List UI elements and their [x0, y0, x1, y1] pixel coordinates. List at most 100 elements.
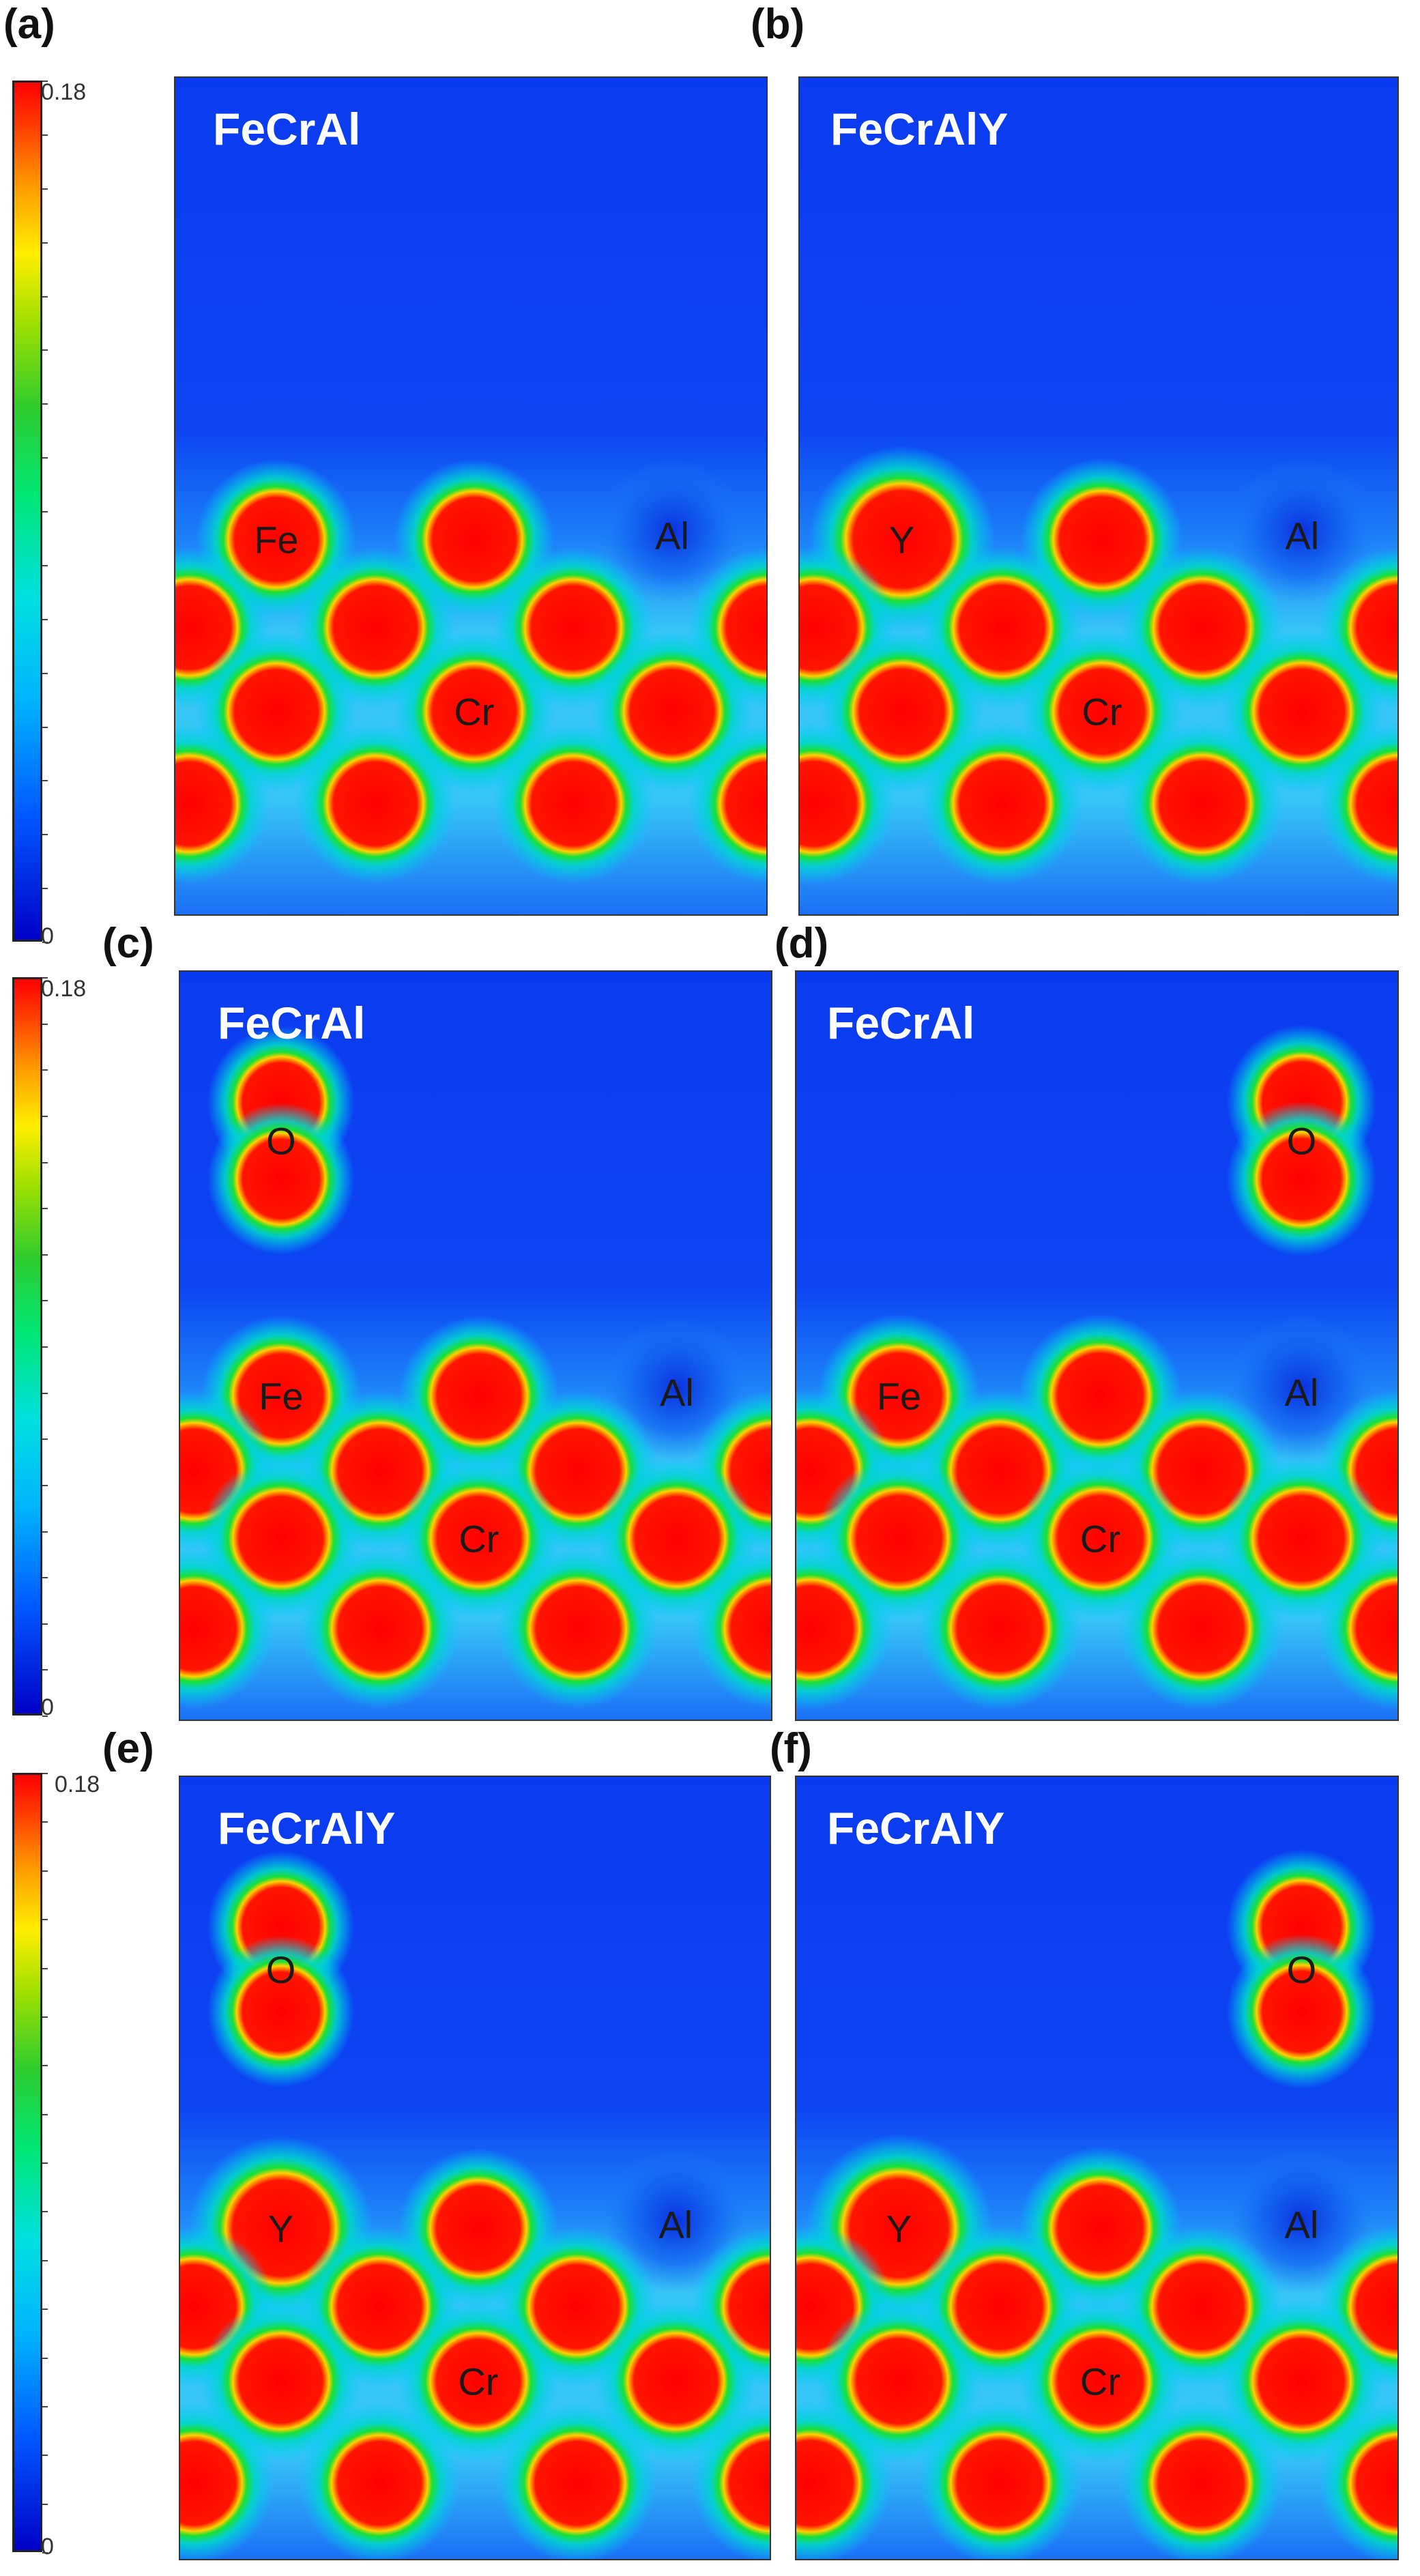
atom-density [596, 2301, 756, 2461]
atom-label: Al [1285, 1371, 1319, 1414]
atom-density [1318, 723, 1397, 885]
colorbar-tick [42, 1870, 48, 1872]
atom-label: Al [1285, 2203, 1319, 2246]
colorbar-tick [42, 2503, 48, 2505]
atom-density [921, 723, 1084, 885]
colorbar-3-min: 0 [41, 2534, 54, 2560]
atom-density [295, 723, 456, 884]
panel-label-d: (d) [774, 920, 829, 967]
colorbar-tick [42, 1438, 48, 1441]
colorbar-tick [42, 1392, 48, 1394]
atom-density [175, 723, 270, 884]
atom-oxygen-lobe [1226, 1934, 1377, 2089]
atom-density [918, 1547, 1082, 1710]
colorbar-tick [42, 1484, 48, 1486]
colorbar-tick [42, 1577, 48, 1579]
atom-label: Al [660, 1371, 694, 1414]
atom-label: Cr [1080, 1518, 1120, 1561]
panel-label-b: (b) [751, 1, 805, 48]
panel-label-a: (a) [3, 1, 55, 48]
density-map-b: Y Al Cr FeCrAlY [800, 78, 1397, 914]
colorbar-tick [42, 2357, 48, 2359]
atom-label: O [266, 1120, 296, 1163]
atom-label: Cr [1080, 2360, 1120, 2403]
colorbar-tick [42, 672, 48, 674]
atom-al-depletion [1229, 458, 1376, 605]
panel-label-f: (f) [770, 1725, 812, 1772]
colorbar-tick [42, 2065, 48, 2067]
atom-label: Fe [259, 1375, 303, 1418]
colorbar-tick [42, 564, 48, 566]
panel-f: O Y Al Cr FeCrAlY [795, 1776, 1399, 2560]
atom-oxygen-lobe [207, 1935, 355, 2088]
atom-density [691, 2403, 770, 2559]
colorbar-tick [42, 2309, 48, 2311]
density-map-c: O Fe Al Cr FeCrAl [180, 972, 771, 1720]
colorbar-tick [42, 1346, 48, 1348]
colorbar-tick [42, 1919, 48, 1921]
atom-label: O [1287, 1120, 1317, 1163]
colorbar-tick [42, 1531, 48, 1533]
colorbar-tick [42, 1069, 48, 1071]
panel-label-e: (e) [102, 1725, 154, 1772]
colorbar-tick [42, 134, 48, 136]
colorbar-tick [42, 2211, 48, 2213]
atom-oxygen-lobe [207, 1103, 355, 1256]
colorbar-1-min: 0 [41, 923, 54, 949]
colorbar-tick [42, 2016, 48, 2018]
panel-c: O Fe Al Cr FeCrAl [179, 970, 772, 1721]
panel-title: FeCrAl [827, 998, 974, 1048]
atom-density [796, 1547, 893, 1710]
colorbar-tick [42, 1115, 48, 1117]
colorbar-tick [42, 2259, 48, 2261]
atom-density [180, 1548, 274, 1709]
panel-label-c: (c) [102, 920, 154, 967]
colorbar-tick [42, 1821, 48, 1823]
colorbar-tick [42, 242, 48, 244]
panel-title: FeCrAl [213, 104, 360, 154]
atom-density [1120, 723, 1284, 885]
atom-label: Cr [458, 2360, 498, 2403]
atom-label: Cr [459, 1518, 499, 1561]
density-map-d: O Fe Al Cr FeCrAl [796, 972, 1397, 1720]
atom-label: Y [889, 519, 914, 562]
panel-b: Y Al Cr FeCrAlY [798, 76, 1399, 916]
colorbar-tick [42, 780, 48, 782]
colorbar-tick [42, 1773, 48, 1774]
colorbar-tick [42, 2405, 48, 2407]
colorbar-tick [42, 1300, 48, 1302]
atom-label: Cr [454, 691, 494, 734]
atom-label: O [1287, 1948, 1317, 1991]
density-map-a: Fe Al Cr FeCrAl [175, 78, 766, 914]
colorbar-tick [42, 295, 48, 298]
density-map-f: O Y Al Cr FeCrAlY [796, 1777, 1397, 2559]
atom-density [800, 723, 895, 885]
colorbar-2 [12, 977, 42, 1716]
atom-density [688, 723, 766, 884]
atom-density [497, 2403, 657, 2559]
panel-d: O Fe Al Cr FeCrAl [795, 970, 1399, 1721]
atom-density [1318, 2401, 1397, 2559]
colorbar-tick [42, 349, 48, 351]
colorbar-tick [42, 618, 48, 620]
colorbar-tick [42, 726, 48, 728]
panel-title: FeCrAlY [830, 104, 1008, 154]
atom-density [300, 1548, 461, 1709]
colorbar-tick [42, 511, 48, 512]
panel-title: FeCrAlY [218, 1803, 395, 1853]
atom-density [493, 723, 654, 884]
atom-density [693, 1548, 771, 1709]
colorbar-tick [42, 2455, 48, 2457]
colorbar-tick [42, 457, 48, 459]
colorbar-3-max: 0.18 [55, 1771, 100, 1797]
colorbar-tick [42, 2162, 48, 2164]
atom-density [497, 1548, 658, 1709]
colorbar-tick [42, 1023, 48, 1025]
atom-label: Fe [254, 519, 298, 562]
colorbar-tick [42, 81, 48, 82]
atom-oxygen-lobe [1226, 1101, 1377, 1257]
colorbar-tick [42, 977, 48, 979]
panel-a: Fe Al Cr FeCrAl [174, 76, 768, 916]
atom-density [398, 2301, 559, 2461]
atom-al-depletion [600, 459, 744, 603]
